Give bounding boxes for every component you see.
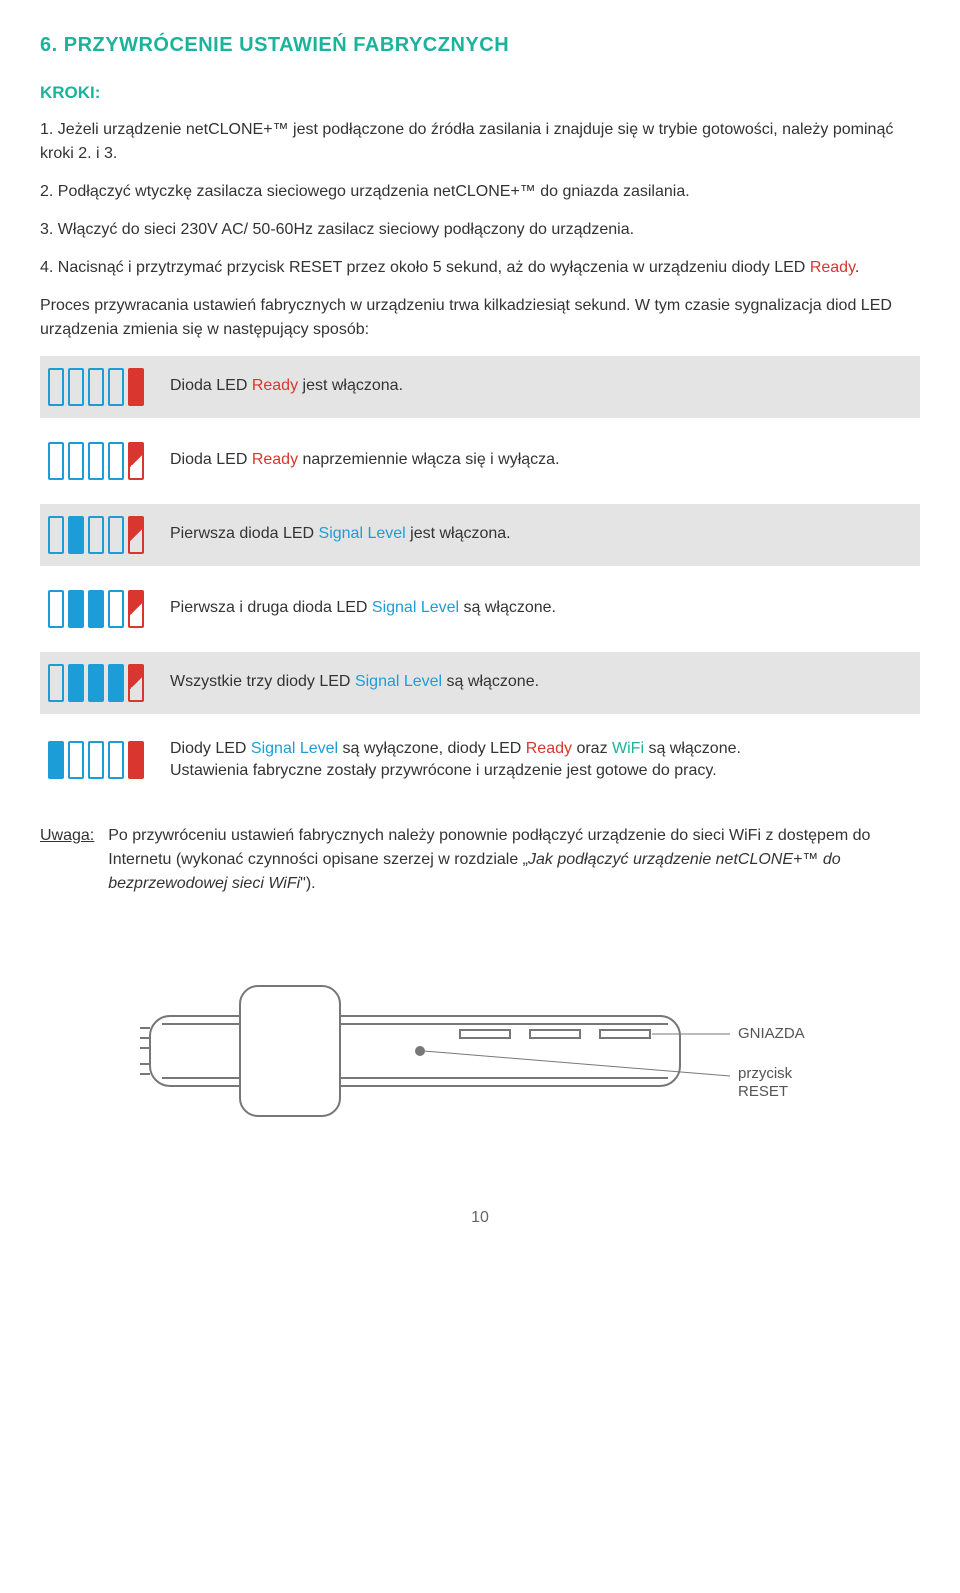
led-wifi-icon — [48, 368, 64, 406]
step-4-text-b: . — [855, 259, 859, 276]
led-icons-1 — [48, 368, 144, 406]
led-icons-3 — [48, 516, 144, 554]
led-ready-icon — [128, 368, 144, 406]
led-signal1-icon — [68, 590, 84, 628]
led-row-5: Wszystkie trzy diody LED Signal Level są… — [40, 652, 920, 714]
text: Diody LED — [170, 740, 251, 757]
led-signal1-icon — [68, 516, 84, 554]
text: są włączone. — [644, 740, 741, 757]
note-label: Uwaga: — [40, 824, 94, 896]
led-ready-blink-icon — [128, 664, 144, 702]
ready-text: Ready — [252, 451, 298, 468]
led-desc-3: Pierwsza dioda LED Signal Level jest włą… — [170, 523, 511, 545]
led-signal1-icon — [68, 741, 84, 779]
signal-text: Signal Level — [251, 740, 338, 757]
wifi-text: WiFi — [612, 740, 644, 757]
led-ready-icon — [128, 741, 144, 779]
led-wifi-icon — [48, 590, 64, 628]
led-row-4: Pierwsza i druga dioda LED Signal Level … — [40, 578, 920, 640]
text: "). — [300, 875, 315, 892]
text: Dioda LED — [170, 451, 252, 468]
signal-text: Signal Level — [319, 525, 406, 542]
led-wifi-icon — [48, 741, 64, 779]
text: Pierwsza dioda LED — [170, 525, 319, 542]
led-desc-6: Diody LED Signal Level są wyłączone, dio… — [170, 738, 741, 783]
label-gniazda: GNIAZDA — [738, 1025, 805, 1042]
led-signal1-icon — [68, 664, 84, 702]
step-2: 2. Podłączyć wtyczkę zasilacza siecioweg… — [40, 180, 920, 204]
led-signal3-icon — [108, 516, 124, 554]
led-signal2-icon — [88, 442, 104, 480]
led-state-list: Dioda LED Ready jest włączona. Dioda LED… — [40, 356, 920, 795]
page-number: 10 — [40, 1206, 920, 1230]
led-signal3-icon — [108, 590, 124, 628]
signal-text: Signal Level — [372, 599, 459, 616]
led-desc-4: Pierwsza i druga dioda LED Signal Level … — [170, 597, 556, 619]
led-ready-blink-icon — [128, 590, 144, 628]
led-icons-2 — [48, 442, 144, 480]
led-icons-5 — [48, 664, 144, 702]
text: jest włączona. — [406, 525, 511, 542]
step-3: 3. Włączyć do sieci 230V AC/ 50-60Hz zas… — [40, 218, 920, 242]
ready-text: Ready — [526, 740, 572, 757]
led-icons-4 — [48, 590, 144, 628]
led-signal2-icon — [88, 516, 104, 554]
text: Dioda LED — [170, 377, 252, 394]
led-signal3-icon — [108, 741, 124, 779]
led-signal2-icon — [88, 368, 104, 406]
led-desc-2: Dioda LED Ready naprzemiennie włącza się… — [170, 449, 560, 471]
led-signal1-icon — [68, 442, 84, 480]
text: są włączone. — [442, 673, 539, 690]
led-signal3-icon — [108, 442, 124, 480]
led-row-3: Pierwsza dioda LED Signal Level jest włą… — [40, 504, 920, 566]
led-ready-blink-icon — [128, 442, 144, 480]
text: oraz — [572, 740, 612, 757]
led-signal3-icon — [108, 664, 124, 702]
signal-text: Signal Level — [355, 673, 442, 690]
led-signal3-icon — [108, 368, 124, 406]
step-4: 4. Nacisnąć i przytrzymać przycisk RESET… — [40, 256, 920, 280]
led-icons-6 — [48, 741, 144, 779]
text: Wszystkie trzy diody LED — [170, 673, 355, 690]
text: jest włączona. — [298, 377, 403, 394]
text: Pierwsza i druga dioda LED — [170, 599, 372, 616]
process-text: Proces przywracania ustawień fabrycznych… — [40, 294, 920, 342]
led-desc-5: Wszystkie trzy diody LED Signal Level są… — [170, 671, 539, 693]
led-wifi-icon — [48, 664, 64, 702]
text: Ustawienia fabryczne zostały przywrócone… — [170, 762, 717, 779]
led-ready-blink-icon — [128, 516, 144, 554]
led-wifi-icon — [48, 442, 64, 480]
led-row-1: Dioda LED Ready jest włączona. — [40, 356, 920, 418]
section-title: 6. PRZYWRÓCENIE USTAWIEŃ FABRYCZNYCH — [40, 30, 920, 60]
led-signal2-icon — [88, 664, 104, 702]
step-4-ready: Ready — [810, 259, 855, 276]
led-wifi-icon — [48, 516, 64, 554]
text: naprzemiennie włącza się i wyłącza. — [298, 451, 559, 468]
device-diagram: GNIAZDA przycisk RESET — [90, 936, 870, 1166]
label-reset-1: przycisk — [738, 1065, 793, 1082]
step-1: 1. Jeżeli urządzenie netCLONE+™ jest pod… — [40, 118, 920, 166]
led-desc-1: Dioda LED Ready jest włączona. — [170, 375, 403, 397]
led-row-6: Diody LED Signal Level są wyłączone, dio… — [40, 726, 920, 795]
text: są wyłączone, diody LED — [338, 740, 526, 757]
note-row: Uwaga: Po przywróceniu ustawień fabryczn… — [40, 824, 920, 896]
led-signal2-icon — [88, 590, 104, 628]
steps-label: KROKI: — [40, 80, 920, 106]
ready-text: Ready — [252, 377, 298, 394]
label-reset-2: RESET — [738, 1083, 788, 1100]
led-signal1-icon — [68, 368, 84, 406]
text: są włączone. — [459, 599, 556, 616]
step-4-text-a: 4. Nacisnąć i przytrzymać przycisk RESET… — [40, 259, 810, 276]
led-signal2-icon — [88, 741, 104, 779]
note-text: Po przywróceniu ustawień fabrycznych nal… — [108, 824, 920, 896]
led-row-2: Dioda LED Ready naprzemiennie włącza się… — [40, 430, 920, 492]
